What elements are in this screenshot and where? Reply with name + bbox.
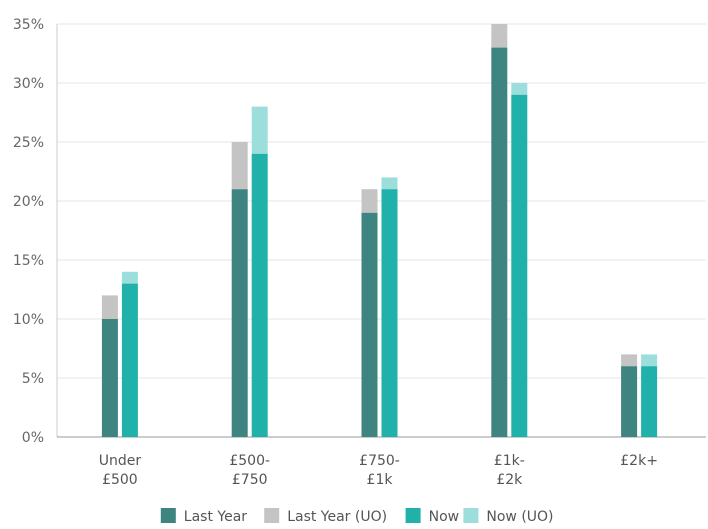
x-tick-label: £2k+ (620, 453, 658, 469)
legend-item: Last Year (UO) (264, 508, 387, 525)
x-tick-label: Under £500 (99, 453, 142, 488)
y-tick-label: 35% (13, 17, 44, 33)
bar-now (381, 189, 398, 437)
bar-now-uo (641, 354, 658, 367)
legend: Last Year Last Year (UO) Now Now (UO) (160, 508, 554, 525)
bars (101, 24, 658, 438)
legend-swatch (405, 508, 421, 523)
y-tick-labels: 0% 5% 10% 15% 20% 25% 30% 35% (13, 17, 44, 446)
bar-last-year-uo (621, 354, 638, 367)
bar-now-uo (511, 83, 528, 95)
bar-last-year-uo (491, 24, 508, 48)
bar-last-year (101, 319, 118, 437)
bar-last-year-uo (231, 142, 248, 190)
bar-last-year-uo (101, 295, 118, 319)
y-tick-label: 15% (13, 253, 44, 269)
bar-now (121, 283, 138, 437)
legend-label: Last Year (UO) (287, 509, 387, 525)
legend-swatch (160, 508, 176, 523)
x-tick-label: £500-£750 (229, 453, 270, 488)
bar-now-uo (381, 177, 398, 190)
bar-last-year (231, 189, 248, 437)
x-tick-labels: Under £500 £500-£750 £750-£1k £1k-£2k £2k+ (99, 453, 658, 488)
legend-item: Last Year (160, 508, 247, 525)
legend-swatch (463, 508, 479, 523)
bar-last-year (361, 212, 378, 437)
legend-swatch (264, 508, 280, 523)
bar-now (641, 366, 658, 437)
bar-last-year (621, 366, 638, 437)
legend-label: Now (429, 509, 460, 525)
x-tick-label: £750-£1k (359, 453, 400, 488)
legend-item: Now (405, 508, 460, 525)
legend-item: Now (UO) (463, 508, 554, 525)
bar-now (251, 153, 268, 438)
y-tick-label: 25% (13, 135, 44, 151)
legend-label: Now (UO) (486, 509, 553, 525)
y-tick-label: 30% (13, 76, 44, 92)
bar-last-year-uo (361, 189, 378, 213)
y-tick-label: 20% (13, 194, 44, 210)
bar-now (511, 94, 528, 438)
bar-last-year (491, 47, 508, 437)
bar-now-uo (121, 271, 138, 284)
legend-label: Last Year (184, 509, 247, 525)
x-tick-label: £1k-£2k (494, 453, 525, 488)
y-tick-label: 10% (13, 312, 44, 328)
y-tick-label: 0% (22, 430, 44, 446)
bar-now-uo (251, 106, 268, 154)
y-tick-label: 5% (22, 371, 44, 387)
